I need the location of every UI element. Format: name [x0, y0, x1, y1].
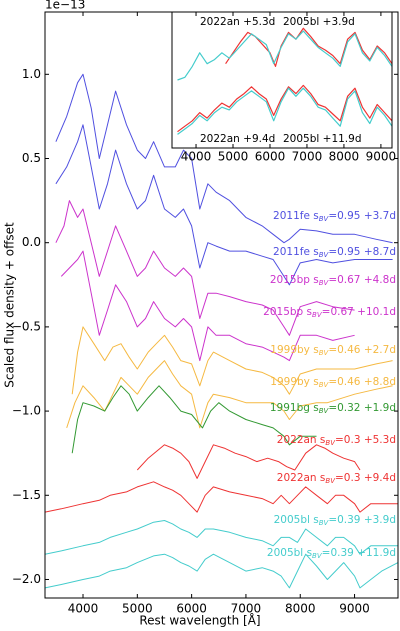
series-label: 1999by sBV=0.46 +2.7d [270, 344, 396, 357]
y-axis-label: Scaled flux density + offset [3, 222, 17, 388]
x-tick-label: 6000 [176, 602, 207, 616]
spectrum-line [60, 250, 355, 362]
x-tick-label: 4000 [181, 150, 212, 164]
label-part: =0.39 +3.9d [328, 514, 396, 526]
x-tick-label: 5000 [218, 150, 249, 164]
label-part: 2005bl s [274, 514, 319, 526]
y-tick-label: 1.0 [22, 67, 41, 81]
label-part: =0.67 +10.1d [322, 306, 396, 318]
spectrum-line [71, 326, 393, 395]
y-tick-label: 0.0 [22, 235, 41, 249]
x-tick-label: 6000 [255, 150, 286, 164]
x-tick-label: 5000 [122, 602, 153, 616]
spectrum-line [44, 553, 399, 589]
series-label: 2011fe sBV=0.95 +3.7d [273, 210, 396, 223]
label-part: =0.46 +8.8d [328, 376, 396, 388]
series-label: 2005bl +11.9d [283, 133, 361, 145]
label-part: 2022an s [277, 434, 326, 446]
label-part: 2015bp s [263, 306, 312, 318]
label-part: 2005bl s [267, 547, 312, 559]
spectrum-line [71, 385, 317, 454]
series-label: 2015bp sBV=0.67 +4.8d [270, 274, 396, 287]
label-part: 2011fe s [273, 246, 319, 258]
label-part: =0.46 +2.7d [328, 344, 396, 356]
label-part: BV [312, 552, 323, 560]
label-part: =0.39 +11.9d [322, 547, 396, 559]
offset-text: 1e−13 [45, 0, 85, 12]
y-tick-label: −1.0 [12, 404, 41, 418]
series-label: 2005bl sBV=0.39 +11.9d [267, 547, 396, 560]
series-label: 2005bl sBV=0.39 +3.9d [274, 514, 396, 527]
spectrum-line [44, 520, 398, 555]
axes-frame [171, 11, 393, 149]
x-tick-label: 9000 [366, 150, 397, 164]
spectrum-line [44, 481, 398, 513]
label-part: =0.95 +8.7d [328, 246, 396, 258]
label-part: BV [319, 407, 330, 415]
label-part: BV [319, 215, 330, 223]
x-tick-label: 7000 [231, 602, 262, 616]
spectrum-line [55, 73, 393, 244]
series-label: 2015bp sBV=0.67 +10.1d [263, 306, 396, 319]
label-part: BV [319, 381, 330, 389]
series-label: 1999by sBV=0.46 +8.8d [270, 376, 396, 389]
x-tick-label: 7000 [292, 150, 323, 164]
series-label: 2011fe sBV=0.95 +8.7d [273, 246, 396, 259]
spectrum-line [177, 30, 393, 81]
label-part: 1999by s [270, 376, 318, 388]
label-part: BV [325, 477, 336, 485]
spectrum-line [55, 124, 393, 286]
label-part: 1991bg s [270, 402, 319, 414]
label-part: 2022an s [277, 472, 326, 484]
series-label: 2022an +9.4d [200, 133, 275, 145]
spectrum-line [177, 84, 393, 133]
series-label: 1991bg sBV=0.32 +1.9d [270, 402, 396, 415]
label-part: BV [319, 349, 330, 357]
label-part: =0.95 +3.7d [328, 210, 396, 222]
spectrum-line [55, 200, 355, 336]
label-part: BV [312, 311, 323, 319]
label-part: BV [319, 251, 330, 259]
y-tick-label: −2.0 [12, 572, 41, 586]
x-tick-label: 8000 [329, 150, 360, 164]
series-label: 2022an sBV=0.3 +9.4d [277, 472, 396, 485]
label-part: =0.32 +1.9d [328, 402, 396, 414]
series-label: 2005bl +3.9d [283, 16, 355, 28]
x-tick-label: 8000 [285, 602, 316, 616]
spectrum-line [136, 444, 361, 479]
x-axis-label: Rest wavelength [Å] [139, 613, 260, 628]
inset-background [172, 12, 392, 148]
x-tick-label: 9000 [339, 602, 370, 616]
y-tick-label: 0.5 [22, 151, 41, 165]
series-label: 2022an +5.3d [200, 16, 275, 28]
label-part: BV [319, 519, 330, 527]
spectrum-line [66, 360, 393, 429]
spectrum-line [177, 87, 393, 135]
y-tick-label: −1.5 [12, 488, 41, 502]
label-part: =0.3 +9.4d [335, 472, 396, 484]
label-part: 2011fe s [273, 210, 319, 222]
y-tick-label: −0.5 [12, 319, 41, 333]
label-part: 2015bp s [270, 274, 319, 286]
label-part: =0.3 +5.3d [335, 434, 396, 446]
x-tick-label: 4000 [68, 602, 99, 616]
label-part: BV [325, 439, 336, 447]
series-label: 2022an sBV=0.3 +5.3d [277, 434, 396, 447]
label-part: BV [319, 279, 330, 287]
label-part: 1999by s [270, 344, 318, 356]
label-part: =0.67 +4.8d [328, 274, 396, 286]
